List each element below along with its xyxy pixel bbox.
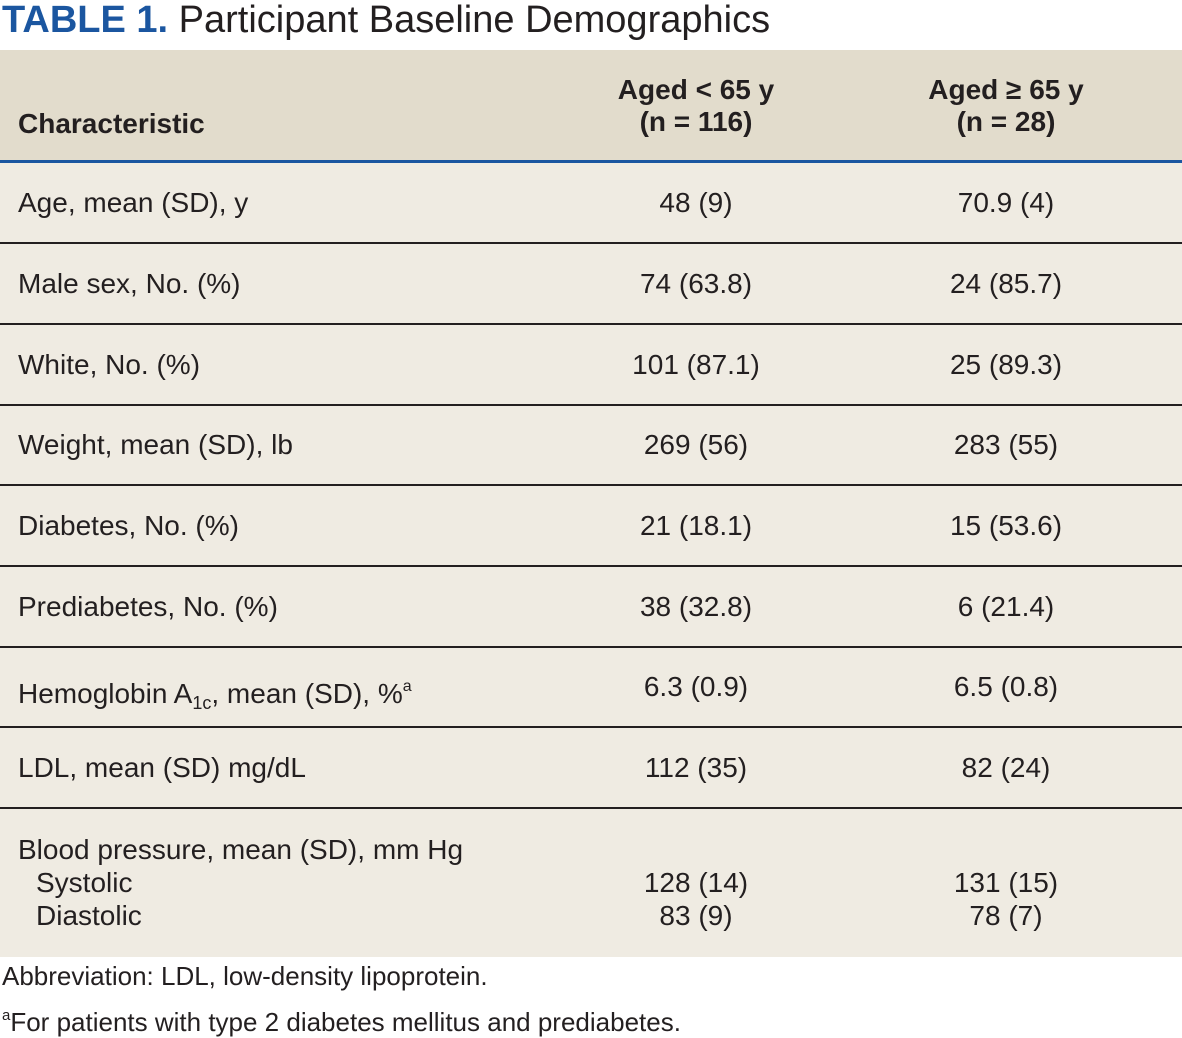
- header-aged-65-plus: Aged ≥ 65 y (n = 28): [846, 74, 1166, 138]
- header-characteristic: Characteristic: [18, 108, 205, 139]
- row-value-systolic-65-plus: 131 (15): [953, 867, 1059, 898]
- row-label: Blood pressure, mean (SD), mm Hg: [18, 834, 464, 865]
- row-label-diastolic: Diastolic: [36, 900, 142, 931]
- footnote-abbreviation: Abbreviation: LDL, low-density lipoprote…: [2, 961, 488, 991]
- table-row: Hemoglobin A1c, mean (SD), %a 6.3 (0.9) …: [0, 648, 1182, 728]
- row-value-under-65: 6.3 (0.9): [643, 671, 749, 702]
- row-value-under-65: 21 (18.1): [639, 510, 753, 541]
- table-number: TABLE 1.: [2, 0, 169, 41]
- row-label: White, No. (%): [18, 349, 201, 380]
- row-value-65-plus: 70.9 (4): [957, 187, 1055, 218]
- row-label: LDL, mean (SD) mg/dL: [18, 752, 306, 783]
- table-header: Characteristic Aged < 65 y (n = 116) Age…: [0, 50, 1182, 163]
- footnote-marker: a: [2, 1007, 11, 1024]
- row-value-65-plus: 6.5 (0.8): [953, 671, 1059, 702]
- header-col2-line1: Aged ≥ 65 y: [928, 74, 1084, 105]
- header-col1-line2: (n = 116): [639, 106, 753, 137]
- row-value-under-65: 101 (87.1): [632, 349, 760, 380]
- row-value-diastolic-under-65: 83 (9): [659, 900, 733, 931]
- row-value-65-plus: 24 (85.7): [949, 268, 1063, 299]
- header-aged-under-65: Aged < 65 y (n = 116): [536, 74, 856, 138]
- row-value-65-plus: 25 (89.3): [949, 349, 1063, 380]
- row-label: Male sex, No. (%): [18, 268, 241, 299]
- row-value-under-65: 269 (56): [643, 429, 749, 460]
- row-label: Diabetes, No. (%): [18, 510, 239, 541]
- table-row: Age, mean (SD), y 48 (9) 70.9 (4): [0, 163, 1182, 244]
- table-title: TABLE 1. Participant Baseline Demographi…: [2, 0, 770, 44]
- footnote-a: aFor patients with type 2 diabetes melli…: [2, 1000, 681, 1038]
- table-row-blood-pressure: Blood pressure, mean (SD), mm Hg Systoli…: [0, 809, 1182, 957]
- row-label-text: Hemoglobin A: [18, 678, 193, 709]
- row-value-under-65: 74 (63.8): [639, 268, 753, 299]
- row-label-text-cont: , mean (SD), %: [211, 678, 403, 709]
- footnote-marker: a: [402, 678, 412, 695]
- row-value-65-plus: 283 (55): [953, 429, 1059, 460]
- row-value-under-65: 38 (32.8): [639, 591, 753, 622]
- table-row: White, No. (%) 101 (87.1) 25 (89.3): [0, 325, 1182, 406]
- table-row: Prediabetes, No. (%) 38 (32.8) 6 (21.4): [0, 567, 1182, 648]
- row-label-subscript: 1c: [192, 693, 212, 713]
- row-value-65-plus: 15 (53.6): [949, 510, 1063, 541]
- row-value-under-65: 48 (9): [659, 187, 733, 218]
- table-row: Male sex, No. (%) 74 (63.8) 24 (85.7): [0, 244, 1182, 325]
- table-row: Weight, mean (SD), lb 269 (56) 283 (55): [0, 406, 1182, 486]
- row-label: Weight, mean (SD), lb: [18, 429, 293, 460]
- demographics-table: Characteristic Aged < 65 y (n = 116) Age…: [0, 50, 1182, 957]
- table-caption: Participant Baseline Demographics: [178, 0, 771, 41]
- row-label-systolic: Systolic: [36, 867, 133, 898]
- row-value-under-65: 112 (35): [644, 752, 748, 783]
- header-col2-line2: (n = 28): [956, 106, 1056, 137]
- row-value-diastolic-65-plus: 78 (7): [969, 900, 1043, 931]
- table-row: LDL, mean (SD) mg/dL 112 (35) 82 (24): [0, 728, 1182, 809]
- row-label: Prediabetes, No. (%): [18, 591, 278, 622]
- row-value-systolic-under-65: 128 (14): [643, 867, 749, 898]
- row-value-65-plus: 6 (21.4): [957, 591, 1055, 622]
- table-row: Diabetes, No. (%) 21 (18.1) 15 (53.6): [0, 486, 1182, 567]
- row-label: Age, mean (SD), y: [18, 187, 249, 218]
- header-col1-line1: Aged < 65 y: [617, 74, 775, 105]
- row-label-hemoglobin: Hemoglobin A1c, mean (SD), %a: [18, 670, 412, 720]
- footnote-text: For patients with type 2 diabetes mellit…: [10, 1007, 681, 1037]
- row-value-65-plus: 82 (24): [961, 752, 1051, 783]
